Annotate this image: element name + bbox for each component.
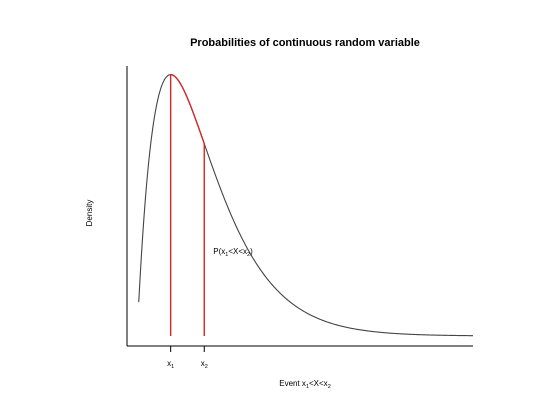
annotation-mid: <X<x	[228, 247, 247, 256]
density-curve	[138, 74, 474, 337]
y-axis-label: Density	[85, 200, 94, 227]
x-axis-label: Event x1<X<x2	[279, 379, 331, 390]
annotation-suffix: )	[250, 247, 253, 256]
x-axis-label-mid: <X<x	[309, 379, 328, 388]
x-axis-label-sub2: 2	[328, 384, 331, 390]
x-tick-label-1-sub: 1	[171, 364, 174, 370]
chart-title: Probabilities of continuous random varia…	[190, 37, 420, 49]
x-axis-label-sub1: 1	[306, 384, 309, 390]
x-tick-label-1-base: x	[167, 359, 171, 368]
annotation-prefix: P(x	[213, 247, 225, 256]
probability-annotation: P(x1<X<x2)	[213, 247, 253, 258]
x-tick-label-2-base: x	[201, 359, 205, 368]
x-tick-label-2: x2	[201, 359, 208, 370]
x-tick-label-1: x1	[167, 359, 174, 370]
interval-curve	[170, 73, 205, 144]
x-tick-label-2-sub: 2	[205, 364, 208, 370]
x-axis-label-prefix: Event x	[279, 379, 306, 388]
annotation-sub2: 2	[247, 252, 250, 258]
annotation-sub1: 1	[225, 252, 228, 258]
